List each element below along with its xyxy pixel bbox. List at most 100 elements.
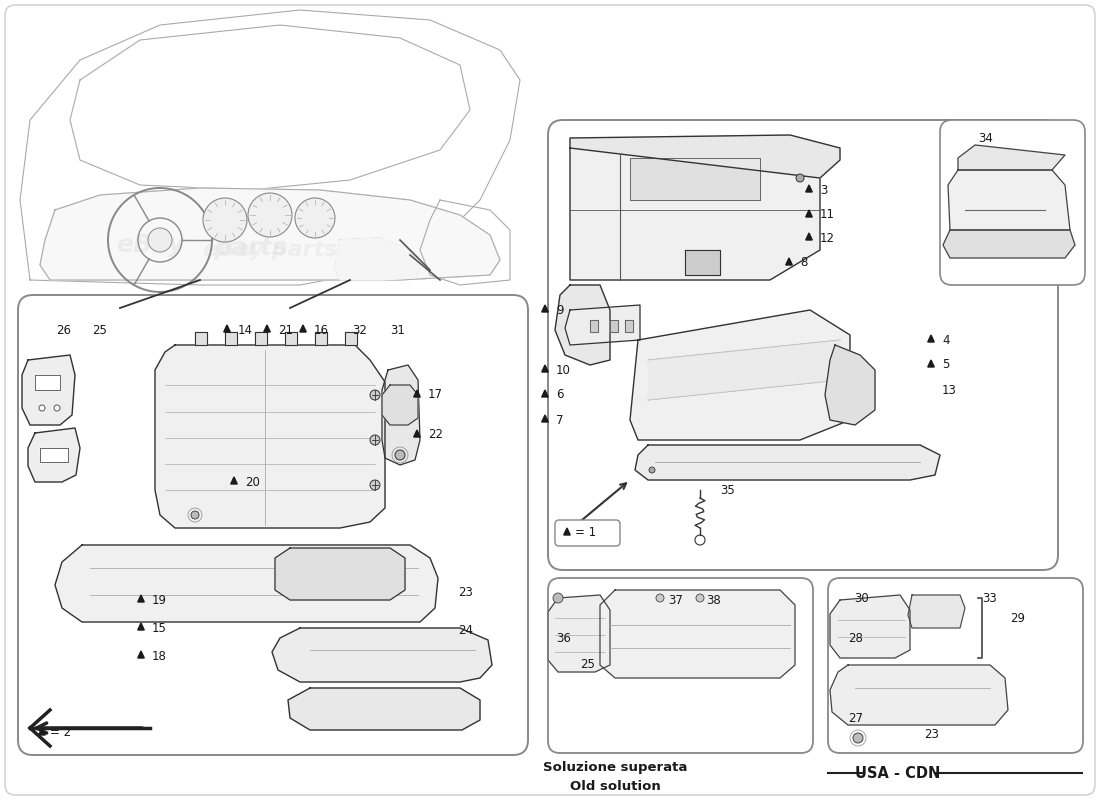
Polygon shape — [927, 335, 934, 342]
Polygon shape — [382, 365, 420, 465]
FancyBboxPatch shape — [548, 120, 1058, 570]
Text: 34: 34 — [978, 131, 993, 145]
Text: 3: 3 — [820, 183, 827, 197]
Circle shape — [248, 193, 292, 237]
Text: 33: 33 — [982, 591, 997, 605]
Polygon shape — [948, 170, 1070, 230]
Text: 37: 37 — [668, 594, 683, 606]
Text: 9: 9 — [556, 303, 563, 317]
Text: 7: 7 — [556, 414, 563, 426]
Text: 17: 17 — [428, 389, 443, 402]
Circle shape — [204, 198, 248, 242]
Polygon shape — [958, 145, 1065, 170]
Text: 18: 18 — [152, 650, 167, 662]
Text: 35: 35 — [720, 483, 735, 497]
Text: 6: 6 — [556, 389, 563, 402]
Text: 4: 4 — [942, 334, 949, 346]
Polygon shape — [255, 332, 267, 345]
Polygon shape — [382, 385, 418, 425]
Polygon shape — [541, 305, 548, 312]
Polygon shape — [570, 148, 820, 280]
Polygon shape — [805, 210, 812, 217]
Polygon shape — [908, 595, 965, 628]
Text: 14: 14 — [238, 323, 253, 337]
Text: eBay parts: eBay parts — [632, 650, 768, 670]
Polygon shape — [548, 595, 610, 672]
Polygon shape — [299, 325, 306, 332]
Polygon shape — [830, 595, 910, 658]
Polygon shape — [570, 135, 840, 178]
Polygon shape — [625, 320, 632, 332]
Text: 20: 20 — [245, 475, 260, 489]
Circle shape — [191, 511, 199, 519]
Polygon shape — [414, 390, 420, 397]
Polygon shape — [830, 665, 1008, 725]
Polygon shape — [226, 332, 236, 345]
Text: 25: 25 — [580, 658, 595, 671]
Polygon shape — [600, 590, 795, 678]
Text: 32: 32 — [352, 323, 367, 337]
Polygon shape — [195, 332, 207, 345]
Circle shape — [796, 174, 804, 182]
FancyBboxPatch shape — [6, 5, 1094, 795]
Text: eBay parts: eBay parts — [632, 255, 768, 275]
FancyBboxPatch shape — [828, 578, 1084, 753]
Polygon shape — [943, 230, 1075, 258]
Circle shape — [553, 593, 563, 603]
Polygon shape — [590, 320, 598, 332]
FancyBboxPatch shape — [556, 520, 620, 546]
Text: 11: 11 — [820, 209, 835, 222]
Text: 28: 28 — [848, 631, 862, 645]
Polygon shape — [285, 332, 297, 345]
Polygon shape — [231, 477, 238, 484]
Text: eBay: eBay — [116, 233, 184, 257]
Circle shape — [295, 198, 336, 238]
Text: 15: 15 — [152, 622, 167, 634]
Text: Old solution: Old solution — [570, 779, 660, 793]
Text: 21: 21 — [278, 323, 293, 337]
Polygon shape — [927, 360, 934, 367]
FancyBboxPatch shape — [548, 578, 813, 753]
Polygon shape — [22, 355, 75, 425]
Text: 16: 16 — [314, 323, 329, 337]
Circle shape — [696, 594, 704, 602]
Circle shape — [656, 594, 664, 602]
Polygon shape — [155, 345, 385, 528]
Text: 36: 36 — [556, 631, 571, 645]
Text: 10: 10 — [556, 363, 571, 377]
Polygon shape — [345, 332, 358, 345]
Polygon shape — [825, 345, 874, 425]
Text: 13: 13 — [942, 383, 957, 397]
Text: 30: 30 — [854, 591, 869, 605]
Circle shape — [852, 733, 864, 743]
Circle shape — [370, 480, 379, 490]
Text: 23: 23 — [458, 586, 473, 598]
Circle shape — [370, 435, 379, 445]
Polygon shape — [264, 325, 271, 332]
Circle shape — [395, 450, 405, 460]
Polygon shape — [138, 651, 144, 658]
Text: eBay parts: eBay parts — [202, 240, 338, 260]
Polygon shape — [635, 445, 940, 480]
Text: 23: 23 — [924, 729, 939, 742]
Polygon shape — [138, 595, 144, 602]
Text: = 2: = 2 — [50, 726, 72, 739]
Polygon shape — [630, 310, 850, 440]
Circle shape — [649, 467, 654, 473]
Polygon shape — [275, 548, 405, 600]
Text: 12: 12 — [820, 231, 835, 245]
Circle shape — [39, 405, 45, 411]
Text: = 1: = 1 — [575, 526, 596, 539]
Text: USA - CDN: USA - CDN — [856, 766, 940, 781]
Text: 38: 38 — [706, 594, 721, 606]
Polygon shape — [414, 430, 420, 437]
Text: 5: 5 — [942, 358, 949, 371]
Text: 26: 26 — [56, 323, 72, 337]
Polygon shape — [541, 365, 548, 372]
Polygon shape — [288, 688, 480, 730]
Polygon shape — [805, 233, 812, 240]
Text: 24: 24 — [458, 623, 473, 637]
Polygon shape — [55, 545, 438, 622]
Polygon shape — [28, 428, 80, 482]
Text: parts: parts — [213, 236, 287, 260]
